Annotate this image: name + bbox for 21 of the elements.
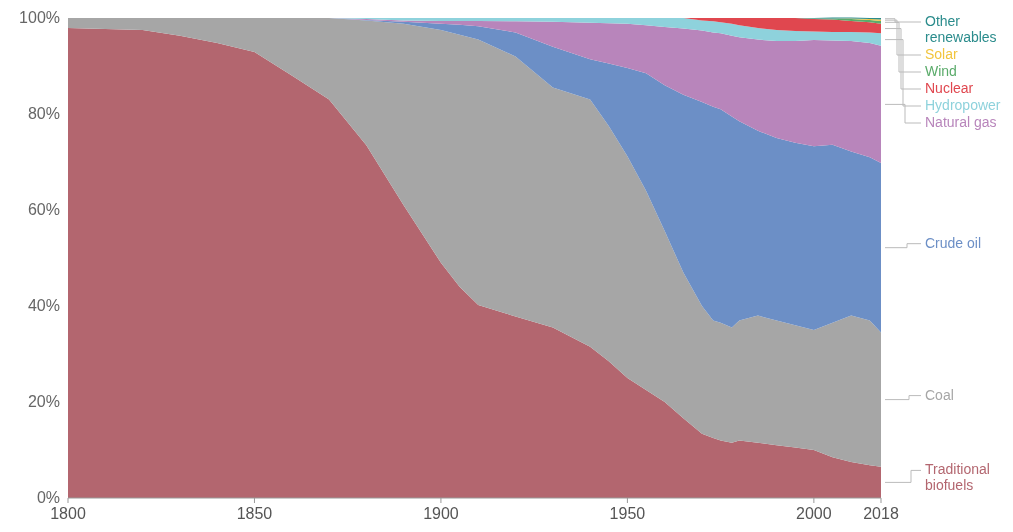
- text: Natural gas: [925, 114, 997, 130]
- y-tick-label: 20%: [27, 393, 60, 410]
- x-tick-label: 2018: [863, 505, 899, 522]
- text: Coal: [925, 386, 954, 403]
- text: Other renewables: [925, 13, 997, 45]
- y-tick-label: 60%: [27, 201, 60, 218]
- x-tick-label: 1950: [609, 505, 646, 522]
- text: Wind: [925, 63, 957, 79]
- x-tick-label: 1850: [236, 505, 273, 522]
- x-tick-label: 1800: [50, 505, 86, 522]
- text: Crude oil: [925, 234, 982, 251]
- y-tick-label: 80%: [27, 105, 60, 122]
- x-tick-label: 2000: [796, 505, 832, 522]
- text: Solar: [925, 46, 959, 62]
- x-tick-label: 1900: [423, 505, 459, 522]
- text: Traditional biofuels: [925, 461, 990, 494]
- y-tick-label: 100%: [19, 9, 60, 26]
- y-tick-label: 0%: [36, 489, 60, 506]
- text: Nuclear: [925, 80, 974, 96]
- text: Hydropower: [925, 97, 1001, 113]
- y-tick-label: 40%: [27, 297, 60, 314]
